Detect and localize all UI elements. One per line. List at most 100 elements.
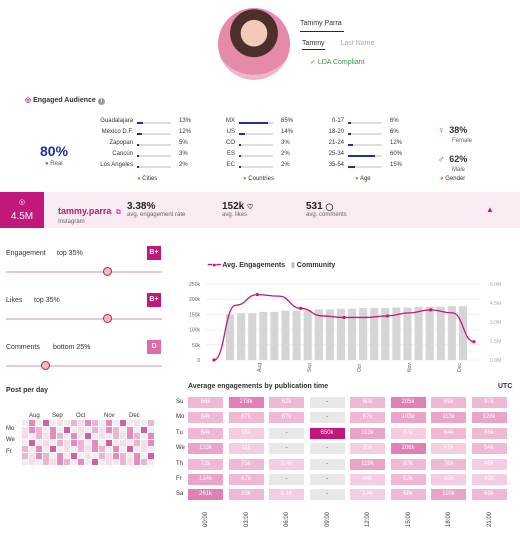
external-link-icon[interactable]: ⧉	[115, 209, 121, 216]
heatmap-cell[interactable]: 113k	[431, 412, 466, 424]
heatmap-cell[interactable]: 11k	[228, 443, 264, 455]
heatmap-cell[interactable]: 72k	[188, 458, 223, 470]
ppd-cell	[64, 459, 70, 465]
heatmap-cell[interactable]: 6.1k	[269, 489, 304, 501]
heatmap-cell[interactable]: 87k	[390, 458, 426, 470]
ppd-cell	[29, 426, 35, 433]
engaged-audience-title: ◎ Engaged Audience i	[25, 96, 105, 105]
cities-track	[137, 133, 171, 135]
heatmap-cell[interactable]: 103k	[390, 412, 426, 424]
heatmap-cell[interactable]: 52k	[390, 474, 426, 485]
ppd-cell	[92, 439, 98, 446]
heatmap-hour: 06:00	[284, 511, 290, 527]
heatmap-cell[interactable]: 110k	[431, 489, 466, 501]
heatmap-cell[interactable]: -	[309, 458, 345, 470]
heatmap-cell[interactable]: -	[309, 489, 345, 501]
heatmap-cell[interactable]: 67k	[228, 474, 264, 485]
ppd-cell	[36, 446, 42, 452]
heatmap-cell[interactable]: 64k	[431, 427, 466, 439]
heatmap-cell[interactable]: 40k	[471, 458, 507, 470]
heatmap-cell[interactable]: 69k	[471, 489, 507, 501]
heatmap-cell[interactable]: 54k	[471, 443, 507, 455]
heatmap-cell[interactable]: -	[269, 443, 304, 455]
heatmap-cell[interactable]: 261k	[188, 489, 223, 501]
heatmap-cell[interactable]: 83k	[228, 489, 264, 501]
ppd-cell	[64, 433, 70, 439]
ppd-cell	[43, 446, 49, 452]
heatmap-cell[interactable]: -	[309, 397, 345, 408]
heatmap-cell[interactable]: 206k	[390, 443, 426, 455]
y-tick-right: 4.5M	[490, 301, 501, 307]
heatmap-cell[interactable]: 3.4k	[350, 489, 385, 501]
profile-avatar	[218, 8, 290, 80]
heatmap-cell[interactable]: 87k	[269, 412, 304, 424]
heatmap-cell[interactable]: 62k	[269, 397, 304, 408]
heatmap-cell[interactable]: -	[309, 474, 345, 485]
heatmap-cell[interactable]: 205k	[390, 397, 426, 408]
heatmap-cell[interactable]: 124k	[188, 474, 223, 485]
heatmap-cell[interactable]: 650k	[309, 427, 345, 439]
handle-link[interactable]: tammy.parra	[58, 206, 112, 216]
slider-knob[interactable]	[103, 267, 113, 276]
heatmap-day: Th	[176, 460, 184, 467]
ppd-cell	[36, 433, 42, 439]
collapse-chevron-icon[interactable]: ▲	[486, 205, 494, 214]
info-icon[interactable]: i	[97, 98, 105, 105]
ppd-cell	[64, 452, 70, 459]
heatmap-cell[interactable]: 66k	[471, 427, 507, 439]
heatmap-cell[interactable]: 68k	[390, 489, 426, 501]
tab-last-name[interactable]: Last Name	[340, 40, 375, 47]
heatmap-cell[interactable]: 84k	[188, 412, 223, 424]
heatmap-cell[interactable]: 36k	[228, 427, 264, 439]
heatmap-cell[interactable]: 113k	[350, 427, 385, 439]
slider-knob[interactable]	[103, 314, 113, 323]
heatmap-cell[interactable]: 76k	[431, 458, 466, 470]
slider-value: bottom 25%	[53, 344, 91, 351]
heatmap-cell[interactable]: 69k	[431, 397, 466, 408]
slider-knob[interactable]	[41, 361, 50, 370]
heatmap-cell[interactable]: 67k	[350, 412, 385, 424]
heatmap-cell[interactable]: 9.4k	[269, 458, 304, 470]
heatmap-cell[interactable]: 45k	[431, 474, 466, 485]
female-label: Female	[452, 138, 473, 144]
ppd-cell	[148, 459, 154, 465]
heatmap-cell[interactable]: 128k	[471, 412, 507, 424]
ppd-cell	[127, 439, 133, 446]
ages-label: 18-20	[328, 129, 344, 135]
community-bar	[458, 306, 467, 360]
heatmap-cell[interactable]: 43k	[471, 474, 507, 485]
ppd-cell	[141, 420, 147, 426]
community-bar	[403, 307, 412, 360]
ppd-cell	[57, 452, 63, 459]
heatmap-cell[interactable]: -	[309, 412, 345, 424]
engagement-point	[255, 293, 259, 297]
slider-value: top 35%	[57, 250, 83, 257]
heatmap-cell[interactable]: 44k	[350, 474, 385, 485]
ppd-cell	[29, 459, 35, 465]
tab-first-name[interactable]: Tammy	[302, 40, 325, 50]
ppd-cell	[113, 426, 119, 433]
countries-track	[239, 155, 273, 157]
heatmap-cell[interactable]: -	[309, 443, 345, 455]
heatmap-cell[interactable]: 97k	[471, 397, 507, 408]
ppd-cell	[64, 420, 70, 426]
countries-label: EC	[226, 162, 235, 168]
heatmap-cell[interactable]: 87k	[228, 412, 264, 424]
heatmap-cell[interactable]: 60k	[350, 397, 385, 408]
heatmap-cell[interactable]: 47k	[431, 443, 466, 455]
heatmap-cell[interactable]: 66k	[188, 397, 223, 408]
community-bar	[447, 306, 456, 360]
ages-fill	[348, 133, 351, 135]
heatmap-cell[interactable]: 75k	[228, 458, 264, 470]
heatmap-cell[interactable]: -	[269, 427, 304, 439]
heatmap-cell[interactable]: 278k	[228, 397, 264, 408]
ppd-cell	[85, 452, 91, 459]
heatmap-cell[interactable]: 133k	[188, 443, 223, 455]
ages-track	[348, 133, 382, 135]
heatmap-cell[interactable]: 20k	[350, 443, 385, 455]
heatmap-cell[interactable]: 64k	[188, 427, 223, 439]
engagement-point	[212, 358, 216, 362]
heatmap-cell[interactable]: 119k	[350, 458, 385, 470]
heatmap-cell[interactable]: -	[269, 474, 304, 485]
heatmap-cell[interactable]: 37k	[390, 427, 426, 439]
